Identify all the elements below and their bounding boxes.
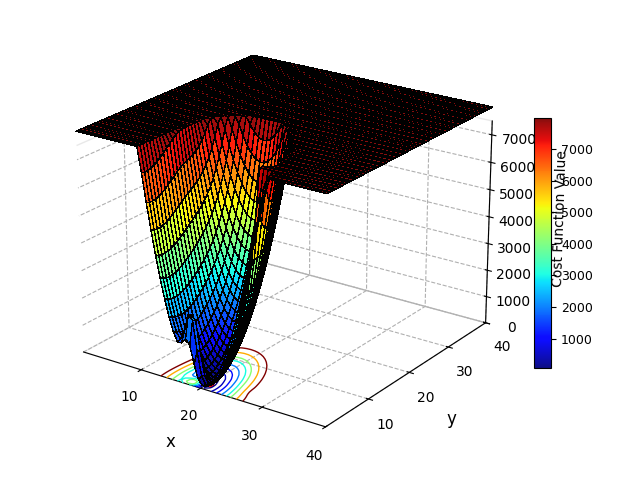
- Y-axis label: y: y: [447, 410, 456, 428]
- X-axis label: x: x: [165, 433, 175, 451]
